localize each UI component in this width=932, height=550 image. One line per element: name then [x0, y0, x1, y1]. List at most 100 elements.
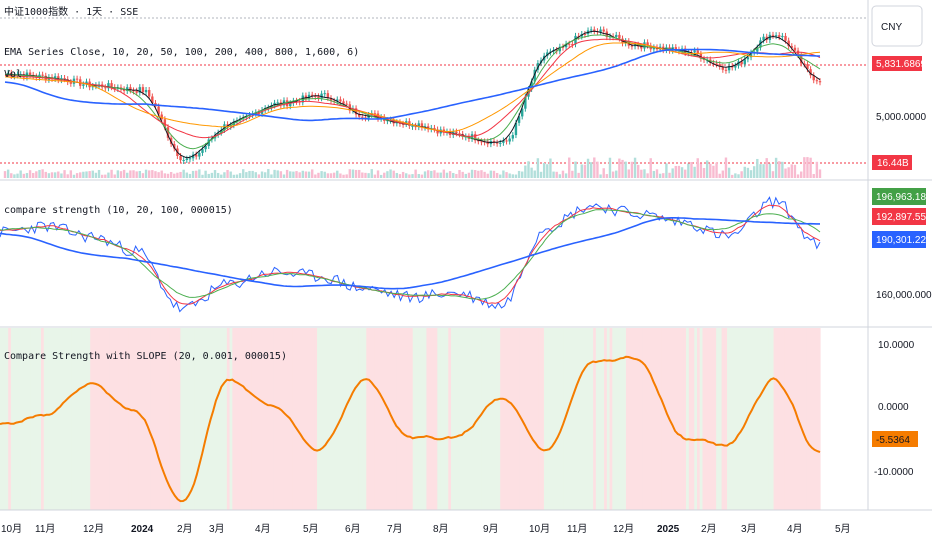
volume-bar — [329, 173, 333, 178]
candle-body — [615, 34, 618, 37]
candle-body — [806, 64, 809, 70]
candle-body — [696, 50, 699, 54]
slope-band — [729, 328, 734, 510]
candle-body — [289, 103, 292, 107]
volume-bar — [367, 173, 370, 178]
volume-bar — [677, 165, 681, 178]
volume-bar — [499, 174, 502, 178]
slope-band — [139, 328, 143, 510]
slope-band — [30, 328, 34, 510]
volume-bar — [724, 157, 728, 178]
volume-bar — [680, 167, 684, 178]
volume-tag — [872, 155, 912, 170]
candle-body — [633, 44, 637, 47]
candle-body — [558, 46, 562, 52]
volume-bar — [423, 171, 427, 178]
volume-bar — [122, 169, 126, 178]
volume-bar — [552, 171, 555, 178]
volume-bar — [213, 170, 217, 178]
slope-band — [169, 328, 173, 510]
volume-bar — [464, 173, 467, 178]
volume-bar — [210, 172, 214, 178]
slope-band — [284, 328, 288, 510]
candle-body — [793, 47, 797, 51]
slope-band — [486, 328, 490, 510]
price-tag — [872, 56, 922, 71]
slope-band — [330, 328, 335, 510]
volume-bar — [339, 173, 342, 178]
candle-body — [317, 96, 320, 99]
slope-legend[interactable]: Compare Strength with SLOPE (20, 0.001, … — [4, 351, 287, 362]
candle-body — [135, 90, 138, 93]
slope-band — [308, 328, 313, 510]
currency-label: CNY — [881, 22, 902, 33]
candle-body — [304, 95, 308, 99]
slope-band — [68, 328, 72, 510]
candle-body — [122, 89, 126, 91]
slope-band — [759, 328, 764, 510]
candle-body — [809, 69, 812, 76]
candle-body — [207, 139, 210, 146]
candle-body — [85, 81, 88, 85]
volume-bar — [276, 170, 279, 178]
slope-band — [358, 328, 362, 510]
slope-band — [125, 328, 130, 510]
volume-bar — [285, 169, 289, 178]
volume-bar — [310, 169, 314, 178]
candle-body — [455, 131, 458, 134]
candle-body — [674, 47, 678, 50]
slope-band — [221, 328, 225, 510]
slope-band — [448, 328, 452, 510]
slope-band — [636, 328, 641, 510]
slope-band — [412, 328, 417, 510]
slope-band — [694, 328, 698, 510]
slope-band — [43, 328, 48, 510]
slope-band — [136, 328, 140, 510]
time-tick-label: 3月 — [209, 523, 225, 535]
volume-bar — [260, 171, 264, 178]
slope-band — [593, 328, 597, 510]
slope-band — [226, 328, 231, 510]
slope-band — [565, 328, 570, 510]
volume-bar — [107, 172, 110, 178]
candle-body — [69, 82, 73, 84]
candle-body — [784, 35, 787, 41]
volume-bar — [527, 161, 530, 178]
volume-bar — [72, 174, 76, 178]
candle-body — [220, 129, 223, 133]
slope-band — [297, 328, 302, 510]
slope-band — [770, 328, 775, 510]
slope-band — [721, 328, 725, 510]
slope-band — [87, 328, 91, 510]
volume-bar — [279, 171, 283, 178]
symbol-title[interactable]: 中证1000指数 · 1天 · SSE — [4, 5, 138, 18]
volume-bar — [348, 169, 352, 178]
candle-body — [618, 34, 621, 39]
slope-band — [232, 328, 236, 510]
slope-band — [634, 328, 638, 510]
volume-bar — [455, 173, 458, 178]
currency-button[interactable] — [871, 5, 923, 47]
volume-bar — [223, 172, 226, 178]
volume-bar — [220, 174, 223, 178]
candle-body — [320, 93, 323, 99]
volume-bar — [467, 172, 471, 178]
candle-body — [721, 66, 725, 70]
vol-legend[interactable]: Vol — [4, 69, 22, 80]
slope-band — [470, 328, 474, 510]
slope-band — [554, 328, 559, 510]
slope-band — [82, 328, 86, 510]
slope-band — [35, 328, 39, 510]
volume-bar — [749, 170, 753, 178]
slope-band — [54, 328, 58, 510]
volume-bar — [461, 171, 464, 178]
slope-band — [172, 328, 176, 510]
candle-body — [367, 114, 370, 119]
volume-bar — [248, 170, 251, 178]
volume-bar — [505, 172, 508, 178]
ema-legend[interactable]: EMA Series Close, 10, 20, 50, 100, 200, … — [4, 47, 359, 58]
slope-band — [123, 328, 127, 510]
candle-body — [160, 114, 163, 120]
strength-legend[interactable]: compare strength (10, 20, 100, 000015) — [4, 205, 233, 216]
slope-band — [672, 328, 676, 510]
